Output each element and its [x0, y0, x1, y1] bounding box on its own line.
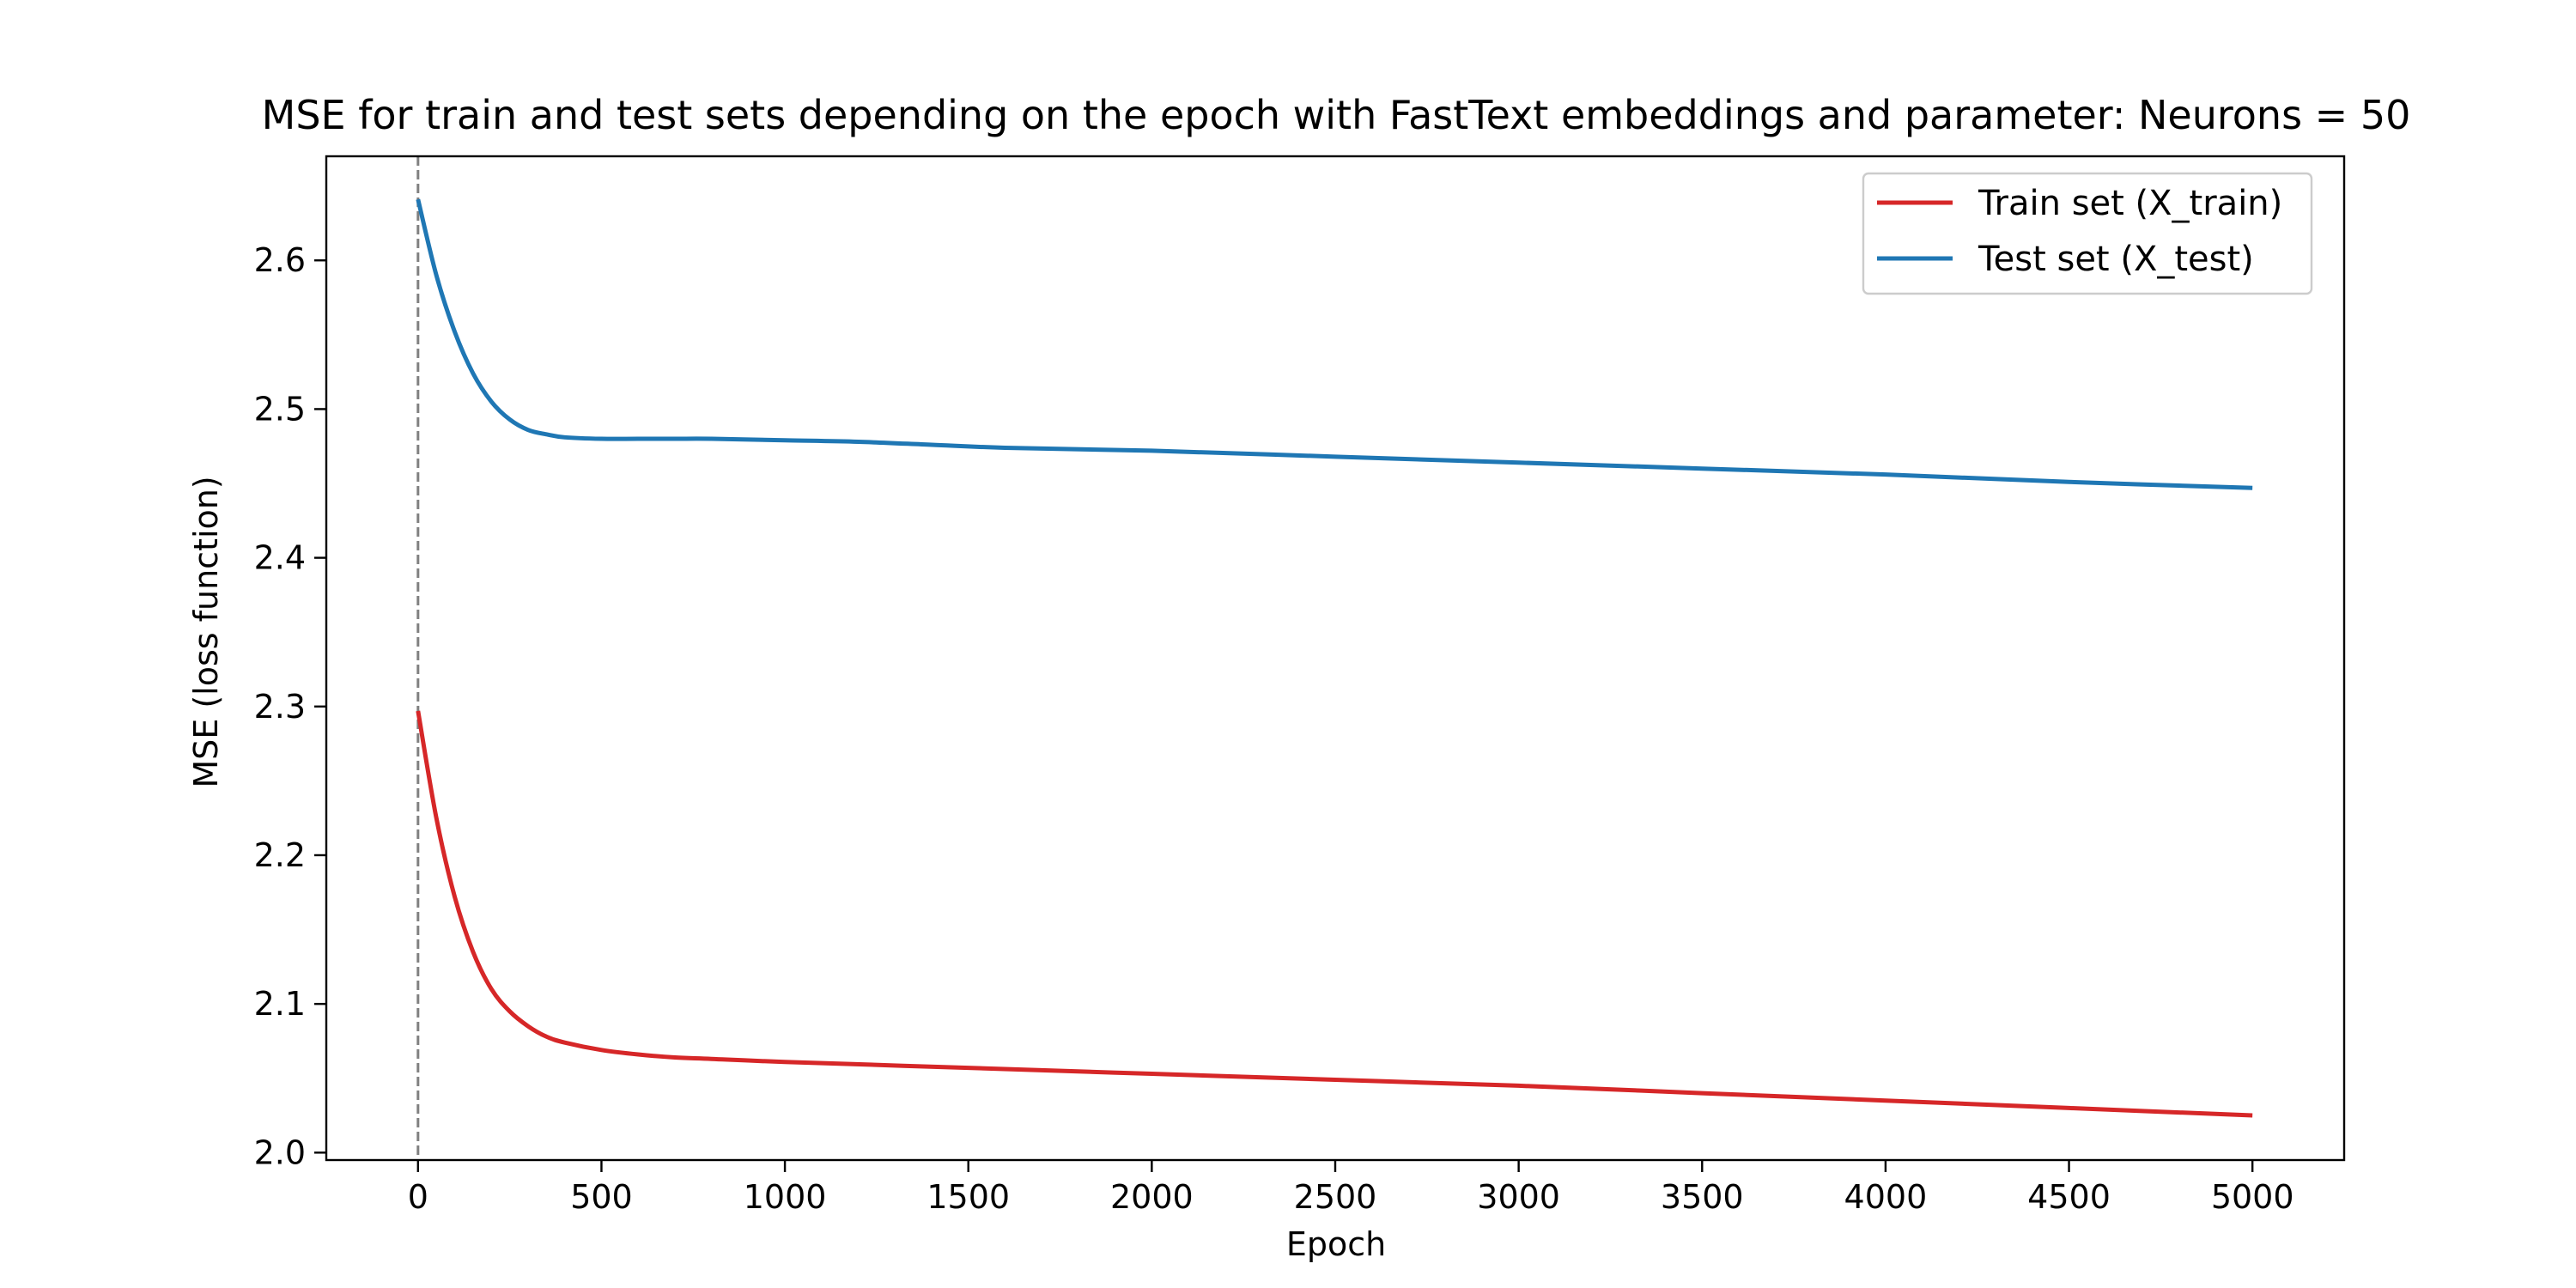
legend-entry: Test set (X_test) [1978, 240, 2254, 279]
x-tick-label: 500 [570, 1178, 633, 1216]
y-tick-label: 2.2 [254, 836, 306, 874]
legend-box [1862, 172, 2313, 295]
series-line-train [416, 710, 2253, 1118]
x-tick-label: 4500 [2027, 1178, 2111, 1216]
x-tick-label: 3500 [1661, 1178, 1744, 1216]
series-line-test [416, 198, 2253, 490]
y-tick-label: 2.3 [254, 688, 306, 726]
x-tick-label: 1000 [744, 1178, 827, 1216]
chart-title: MSE for train and test sets depending on… [262, 92, 2411, 138]
x-tick-label: 2500 [1294, 1178, 1377, 1216]
x-tick-label: 4000 [1844, 1178, 1928, 1216]
x-tick-label: 0 [408, 1178, 428, 1216]
x-tick-label: 1500 [927, 1178, 1010, 1216]
plot-frame [325, 155, 2346, 1162]
x-tick-label: 3000 [1477, 1178, 1560, 1216]
y-tick-label: 2.4 [254, 539, 306, 577]
x-axis: 0 500 1000 1500 2000 2500 3000 3500 4000 4500 5000 [408, 1160, 2294, 1216]
y-tick-label: 2.6 [254, 241, 306, 279]
y-axis-label: MSE (loss function) [187, 476, 225, 787]
x-tick-label: 5000 [2211, 1178, 2294, 1216]
x-axis-label: Epoch [1286, 1225, 1386, 1263]
y-axis: 2.0 2.1 2.2 2.3 2.4 2.5 2.6 [254, 241, 326, 1171]
y-tick-label: 2.0 [254, 1133, 306, 1171]
legend-entry: Train set (X_train) [1978, 184, 2282, 223]
legend: Train set (X_train) Test set (X_test) [1862, 172, 2313, 295]
x-tick-label: 2000 [1110, 1178, 1194, 1216]
plot-area [416, 156, 2253, 1160]
y-tick-label: 2.5 [254, 390, 306, 428]
y-tick-label: 2.1 [254, 985, 306, 1023]
